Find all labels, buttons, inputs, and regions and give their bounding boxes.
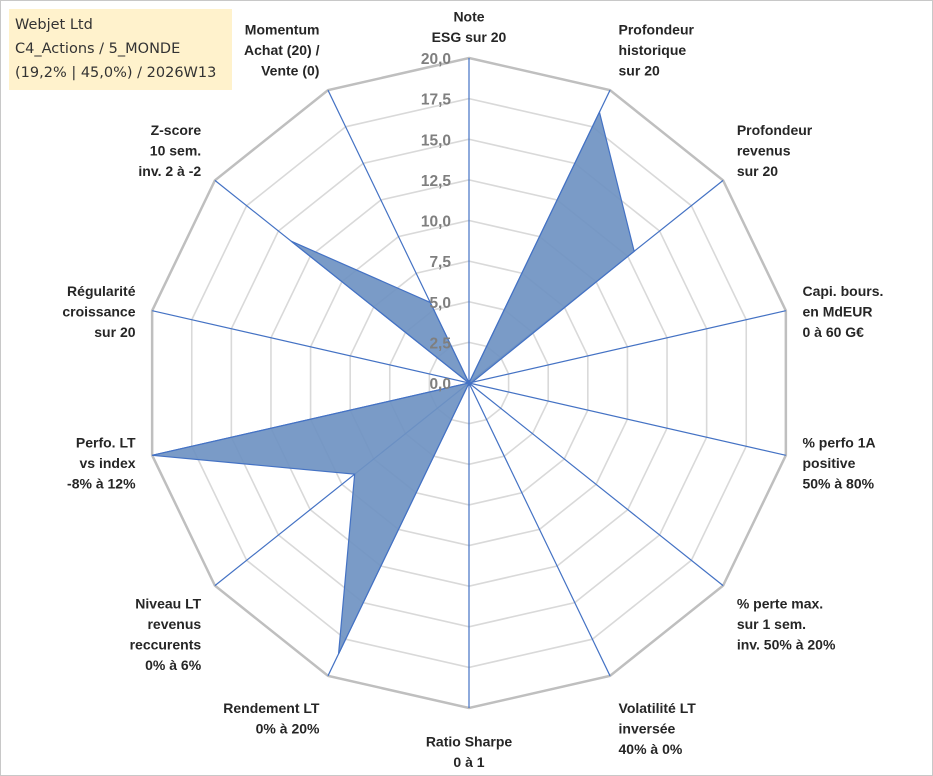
tick-label: 15,0 — [421, 132, 451, 149]
axis-label: sur 20 — [94, 324, 135, 340]
axis-label: Momentum — [245, 22, 320, 38]
company-name: Webjet Ltd — [15, 17, 93, 33]
axis-label: sur 1 sem. — [737, 616, 806, 632]
axis-label: ESG sur 20 — [432, 29, 507, 45]
portfolio-name: C4_Actions / 5_MONDE — [15, 41, 181, 57]
tick-label: 17,5 — [421, 92, 452, 109]
axis-label: Profondeur — [619, 22, 695, 38]
axis-label: sur 20 — [737, 163, 778, 179]
axis-label: 50% à 80% — [802, 475, 874, 491]
series-area — [152, 110, 635, 655]
axis-label: % perfo 1A — [802, 434, 875, 450]
axis-label: 0 à 1 — [453, 754, 484, 770]
axis-label: positive — [802, 455, 855, 471]
axis-label: Z-score — [151, 122, 202, 138]
axis-labels: Note ESG sur 20 Profondeur historique sur 20… — [62, 9, 883, 771]
axis-label: inv. 50% à 20% — [737, 636, 836, 652]
title-box: Webjet Ltd C4_Actions / 5_MONDE (19,2% |… — [9, 9, 232, 90]
axis-spoke — [152, 310, 470, 384]
axis-label: inv. 2 à -2 — [138, 163, 201, 179]
axis-label: 40% à 0% — [619, 741, 683, 757]
axis-label: historique — [619, 42, 687, 58]
axis-label: revenus — [147, 616, 201, 632]
tick-label: 7,5 — [429, 254, 451, 271]
axis-label: Achat (20) / — [244, 42, 320, 58]
axis-label: 0 à 60 G€ — [802, 324, 864, 340]
tick-label: 5,0 — [429, 295, 451, 312]
axis-spoke — [468, 382, 786, 456]
axis-label: Note — [453, 9, 484, 25]
axis-label: Niveau LT — [135, 595, 201, 611]
axis-label: Ratio Sharpe — [426, 734, 513, 750]
axis-spoke — [468, 310, 786, 384]
tick-labels: 0,0 2,5 5,0 7,5 10,0 12,5 15,0 17,5 20,0 — [421, 51, 452, 393]
series — [152, 110, 635, 655]
axis-label: Perfo. LT — [76, 434, 136, 450]
axis-label: 0% à 20% — [256, 720, 320, 736]
axis-label: Profondeur — [737, 122, 813, 138]
axis-label: -8% à 12% — [67, 475, 136, 491]
axis-label: en MdEUR — [802, 304, 872, 320]
axis-label: Capi. bours. — [802, 283, 883, 299]
axis-label: Rendement LT — [223, 700, 320, 716]
axis-label: 0% à 6% — [145, 657, 202, 673]
axis-label: 10 sem. — [150, 143, 201, 159]
axis-spoke — [468, 382, 724, 587]
axis-label: inversée — [619, 720, 676, 736]
axis-label: sur 20 — [619, 63, 660, 79]
performance-period: (19,2% | 45,0%) / 2026W13 — [15, 65, 217, 81]
axis-label: croissance — [62, 304, 135, 320]
axis-label: Volatilité LT — [619, 700, 697, 716]
axis-label: % perte max. — [737, 595, 823, 611]
axis-label: revenus — [737, 143, 791, 159]
tick-label: 10,0 — [421, 214, 451, 231]
axis-label: vs index — [79, 455, 135, 471]
axis-label: Régularité — [67, 283, 136, 299]
tick-label: 0,0 — [429, 376, 451, 393]
axis-spoke — [468, 382, 611, 677]
axis-label: reccurents — [130, 636, 202, 652]
tick-label: 20,0 — [421, 51, 451, 68]
tick-label: 12,5 — [421, 173, 452, 190]
axis-label: Vente (0) — [261, 63, 319, 79]
tick-label: 2,5 — [429, 335, 451, 352]
